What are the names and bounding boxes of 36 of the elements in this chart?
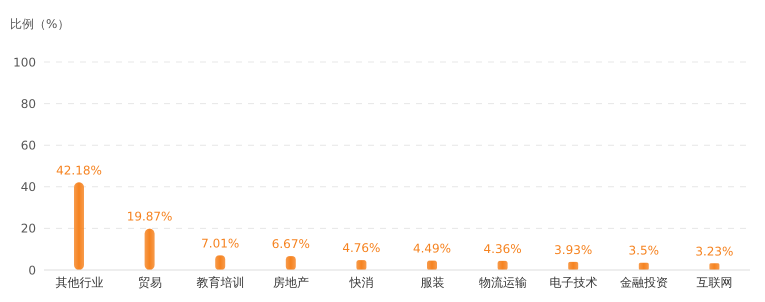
- data-label: 19.87%: [126, 210, 172, 224]
- x-tick-label: 金融投资: [620, 276, 668, 290]
- bar: [427, 260, 437, 270]
- data-label: 3.5%: [628, 244, 660, 258]
- data-label: 3.23%: [695, 244, 734, 258]
- x-tick-label: 互联网: [696, 276, 733, 290]
- data-label: 3.93%: [554, 242, 592, 257]
- bar: [74, 182, 84, 270]
- y-tick-label: 100: [13, 55, 36, 70]
- y-tick-label: 20: [20, 222, 36, 236]
- y-tick-label: 80: [20, 96, 36, 111]
- y-tick-label: 40: [20, 180, 36, 194]
- bar: [638, 262, 649, 270]
- data-label: 4.76%: [342, 241, 380, 256]
- data-label: 6.67%: [272, 237, 310, 252]
- bar: [356, 260, 366, 270]
- data-label: 4.49%: [412, 242, 452, 256]
- bar: [568, 262, 578, 270]
- x-tick-label: 电子技术: [550, 276, 598, 290]
- bar: [215, 255, 226, 270]
- data-label: 4.36%: [484, 242, 522, 256]
- bar: [498, 260, 508, 270]
- x-tick-label: 服装: [420, 276, 444, 290]
- x-tick-label: 其他行业: [55, 276, 104, 290]
- x-tick-label: 快消: [348, 276, 374, 290]
- y-axis-title: 比例（%）: [10, 16, 70, 33]
- y-tick-label: 0: [28, 263, 36, 278]
- x-tick-label: 房地产: [273, 276, 310, 290]
- bar: [144, 228, 155, 270]
- x-tick-label: 物流运输: [478, 276, 527, 290]
- data-label: 7.01%: [201, 236, 240, 250]
- y-tick-label: 60: [20, 138, 36, 152]
- x-tick-label: 教育培训: [196, 276, 244, 290]
- data-label: 42.18%: [56, 163, 102, 178]
- bar: [286, 256, 296, 270]
- x-tick-label: 贸易: [138, 276, 162, 290]
